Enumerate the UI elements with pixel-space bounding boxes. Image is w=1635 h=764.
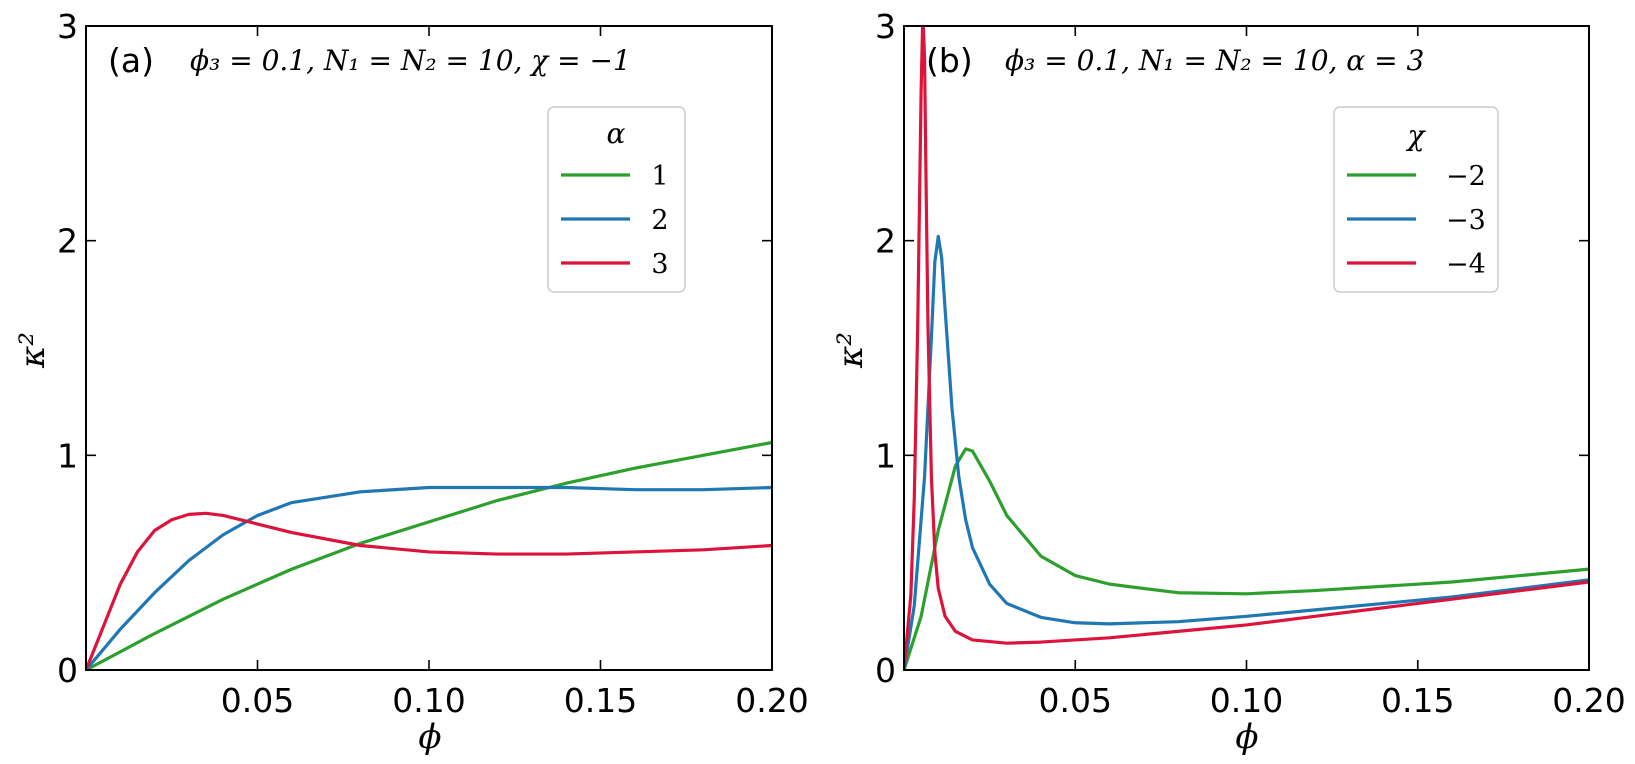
x-tick-label-b-0: 0.05: [1039, 681, 1112, 720]
x-tick-label-a-2: 0.15: [564, 681, 637, 720]
legend-box-a: [547, 106, 686, 293]
y-tick-label-b-3: 3: [875, 7, 896, 46]
legend-title-b: χ: [1406, 119, 1427, 152]
legend-label-a-1: 2: [651, 205, 668, 236]
series-lines-b: [904, 26, 1589, 670]
legend-box-b: [1333, 106, 1499, 293]
legend-b: χ −2 −3 −4: [1333, 106, 1499, 293]
y-axis-label-a: κ²: [13, 332, 53, 369]
series-line-b-2: [904, 26, 1589, 670]
x-tick-label-b-2: 0.15: [1381, 681, 1454, 720]
series-line-b-1: [904, 234, 1589, 670]
legend-a: α 1 2 3: [547, 106, 686, 293]
params-a: ϕ₃ = 0.1, N₁ = N₂ = 10, χ = −1: [190, 44, 631, 77]
legend-entries-b: −2 −3 −4: [1347, 161, 1486, 280]
legend-label-b-1: −3: [1446, 205, 1486, 236]
legend-label-a-0: 1: [651, 161, 668, 192]
x-axis-label-a: ϕ: [418, 717, 441, 757]
x-tick-label-a-3: 0.20: [735, 681, 808, 720]
panel-label-b: (b): [926, 41, 973, 80]
series-line-b-0: [904, 447, 1589, 670]
y-tick-label-b-2: 2: [875, 222, 896, 261]
params-b: ϕ₃ = 0.1, N₁ = N₂ = 10, α = 3: [1005, 44, 1424, 77]
y-tick-label-b-0: 0: [875, 651, 896, 690]
x-axis-label-b: ϕ: [1235, 717, 1258, 757]
series-line-a-0: [86, 440, 772, 670]
y-tick-label-a-3: 3: [57, 7, 78, 46]
y-tick-label-b-1: 1: [875, 436, 896, 475]
legend-entries-a: 1 2 3: [561, 161, 669, 280]
chart-panel-b: 0.05 0.10 0.15 0.20 0 1 2 3 (b) ϕ₃ = 0.1, N₁ = …: [831, 7, 1626, 757]
ticks-b: 0.05 0.10 0.15 0.20 0 1 2 3: [875, 7, 1626, 720]
series-line-a-2: [86, 511, 772, 670]
ticks-a: 0.05 0.10 0.15 0.20 0 1 2 3: [57, 7, 809, 720]
y-tick-label-a-2: 2: [57, 222, 78, 261]
y-tick-label-a-1: 1: [57, 436, 78, 475]
series-line-a-1: [86, 485, 772, 670]
x-tick-label-a-1: 0.10: [392, 681, 465, 720]
y-axis-label-b: κ²: [831, 332, 871, 369]
series-lines-a: [86, 440, 772, 670]
y-tick-label-a-0: 0: [57, 651, 78, 690]
x-tick-label-b-3: 0.20: [1552, 681, 1625, 720]
legend-label-b-2: −4: [1446, 249, 1486, 280]
chart-panel-a: 0.05 0.10 0.15 0.20 0 1 2 3 (a) ϕ₃ = 0.1, N₁ = …: [13, 7, 809, 757]
panel-label-a: (a): [108, 41, 154, 80]
legend-label-b-0: −2: [1446, 161, 1486, 192]
x-tick-label-b-1: 0.10: [1210, 681, 1283, 720]
legend-title-a: α: [607, 117, 626, 150]
x-tick-label-a-0: 0.05: [221, 681, 294, 720]
legend-label-a-2: 3: [651, 249, 668, 280]
